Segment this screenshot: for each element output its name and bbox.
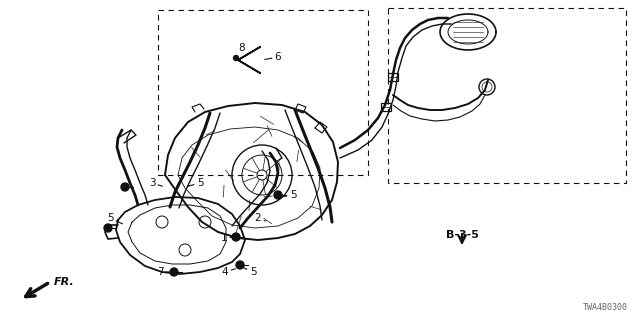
Circle shape	[232, 233, 240, 241]
Circle shape	[170, 268, 178, 276]
Circle shape	[234, 55, 239, 60]
Text: 5: 5	[283, 190, 296, 200]
Text: 5: 5	[107, 213, 122, 224]
Text: 1: 1	[221, 233, 233, 243]
Bar	[158, 10, 368, 175]
Bar	[388, 73, 398, 81]
Circle shape	[274, 191, 282, 199]
Text: B-3-5: B-3-5	[445, 230, 479, 240]
Circle shape	[104, 224, 112, 232]
Bar	[388, 8, 626, 183]
Text: 5: 5	[243, 267, 256, 277]
Text: 4: 4	[221, 267, 236, 277]
Circle shape	[121, 183, 129, 191]
Text: 7: 7	[157, 267, 172, 277]
Circle shape	[233, 234, 239, 240]
Text: 8: 8	[236, 43, 245, 57]
Text: 3: 3	[148, 178, 163, 188]
Circle shape	[236, 261, 244, 269]
Text: 6: 6	[265, 52, 282, 62]
Bar	[381, 103, 391, 111]
Text: 5: 5	[188, 178, 204, 188]
Text: TWA4B0300: TWA4B0300	[583, 303, 628, 312]
Text: 2: 2	[255, 213, 266, 223]
Text: FR.: FR.	[54, 277, 75, 287]
